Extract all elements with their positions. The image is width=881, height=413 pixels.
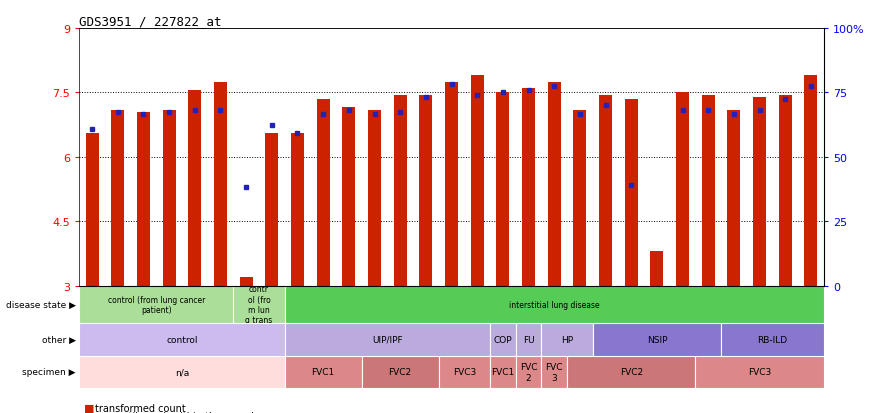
Bar [240, 278, 253, 286]
Bar [343, 108, 355, 286]
Bar [233, 286, 285, 323]
Bar [285, 356, 362, 388]
Text: FVC3: FVC3 [748, 368, 771, 377]
Bar [567, 356, 695, 388]
Bar [163, 110, 175, 286]
Text: FVC
3: FVC 3 [545, 362, 563, 382]
Text: percentile rank within the sample: percentile rank within the sample [95, 411, 260, 413]
Bar [285, 286, 824, 323]
Text: UIP/IPF: UIP/IPF [372, 335, 403, 344]
Bar [189, 91, 201, 286]
Text: ■: ■ [84, 411, 94, 413]
Text: disease state ▶: disease state ▶ [5, 300, 76, 309]
Bar [753, 97, 766, 286]
Bar [702, 95, 714, 286]
Text: ■: ■ [84, 403, 94, 413]
Text: HP: HP [561, 335, 574, 344]
Text: NSIP: NSIP [647, 335, 667, 344]
Bar [515, 323, 541, 356]
Bar [522, 89, 535, 286]
Bar [419, 95, 433, 286]
Bar [548, 83, 560, 286]
Bar [599, 95, 612, 286]
Text: transformed count: transformed count [95, 403, 186, 413]
Bar [541, 356, 567, 388]
Bar [85, 134, 99, 286]
Bar [214, 83, 227, 286]
Bar [470, 76, 484, 286]
Bar [368, 110, 381, 286]
Bar [285, 323, 490, 356]
Bar [79, 356, 285, 388]
Bar [317, 100, 329, 286]
Text: FVC3: FVC3 [453, 368, 476, 377]
Text: interstitial lung disease: interstitial lung disease [509, 300, 599, 309]
Bar [137, 112, 150, 286]
Bar [439, 356, 490, 388]
Bar [496, 93, 509, 286]
Bar [625, 100, 638, 286]
Text: other ▶: other ▶ [41, 335, 76, 344]
Text: specimen ▶: specimen ▶ [22, 368, 76, 377]
Bar [541, 323, 593, 356]
Text: FVC1: FVC1 [492, 368, 515, 377]
Bar [490, 323, 515, 356]
Text: n/a: n/a [174, 368, 189, 377]
Text: control: control [167, 335, 197, 344]
Bar [721, 323, 824, 356]
Bar [593, 323, 721, 356]
Bar [111, 110, 124, 286]
Bar [695, 356, 824, 388]
Bar [650, 252, 663, 286]
Text: FU: FU [522, 335, 535, 344]
Text: COP: COP [493, 335, 512, 344]
Bar [515, 356, 541, 388]
Text: contr
ol (fro
m lun
g trans: contr ol (fro m lun g trans [246, 285, 272, 325]
Text: GDS3951 / 227822_at: GDS3951 / 227822_at [79, 15, 222, 28]
Bar [574, 110, 586, 286]
Text: FVC2: FVC2 [619, 368, 643, 377]
Bar [779, 95, 792, 286]
Bar [445, 83, 458, 286]
Text: FVC
2: FVC 2 [520, 362, 537, 382]
Bar [394, 95, 407, 286]
Bar [79, 323, 285, 356]
Bar [265, 134, 278, 286]
Text: FVC1: FVC1 [312, 368, 335, 377]
Bar [490, 356, 515, 388]
Bar [728, 110, 740, 286]
Text: control (from lung cancer
patient): control (from lung cancer patient) [107, 295, 205, 314]
Bar [79, 286, 233, 323]
Bar [362, 356, 439, 388]
Bar [291, 134, 304, 286]
Bar [676, 93, 689, 286]
Text: FVC2: FVC2 [389, 368, 411, 377]
Text: RB-ILD: RB-ILD [758, 335, 788, 344]
Bar [804, 76, 818, 286]
